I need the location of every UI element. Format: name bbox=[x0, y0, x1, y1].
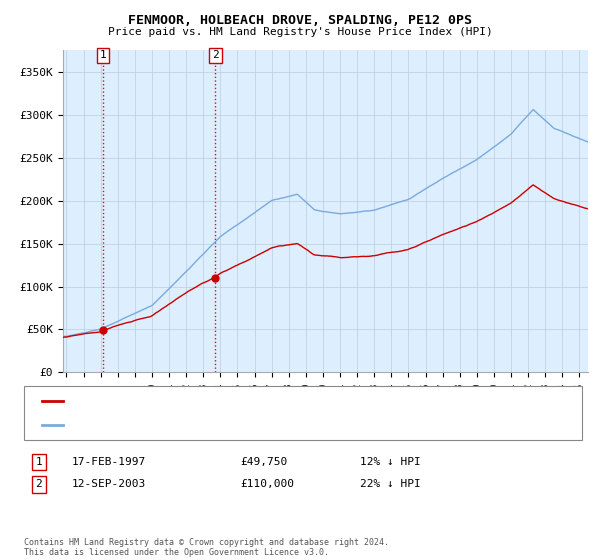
Text: £49,750: £49,750 bbox=[240, 457, 287, 467]
Text: 12% ↓ HPI: 12% ↓ HPI bbox=[360, 457, 421, 467]
Text: 17-FEB-1997: 17-FEB-1997 bbox=[72, 457, 146, 467]
Text: HPI: Average price, detached house, South Holland: HPI: Average price, detached house, Sout… bbox=[66, 419, 372, 430]
Text: Price paid vs. HM Land Registry's House Price Index (HPI): Price paid vs. HM Land Registry's House … bbox=[107, 27, 493, 37]
Text: FENMOOR, HOLBEACH DROVE, SPALDING, PE12 0PS (detached house): FENMOOR, HOLBEACH DROVE, SPALDING, PE12 … bbox=[66, 396, 441, 407]
Text: FENMOOR, HOLBEACH DROVE, SPALDING, PE12 0PS: FENMOOR, HOLBEACH DROVE, SPALDING, PE12 … bbox=[128, 14, 472, 27]
Text: Contains HM Land Registry data © Crown copyright and database right 2024.
This d: Contains HM Land Registry data © Crown c… bbox=[24, 538, 389, 557]
Text: 12-SEP-2003: 12-SEP-2003 bbox=[72, 479, 146, 489]
Text: 1: 1 bbox=[35, 457, 43, 467]
Text: 22% ↓ HPI: 22% ↓ HPI bbox=[360, 479, 421, 489]
Text: 2: 2 bbox=[35, 479, 43, 489]
Text: £110,000: £110,000 bbox=[240, 479, 294, 489]
Text: 2: 2 bbox=[212, 50, 219, 60]
Text: 1: 1 bbox=[99, 50, 106, 60]
